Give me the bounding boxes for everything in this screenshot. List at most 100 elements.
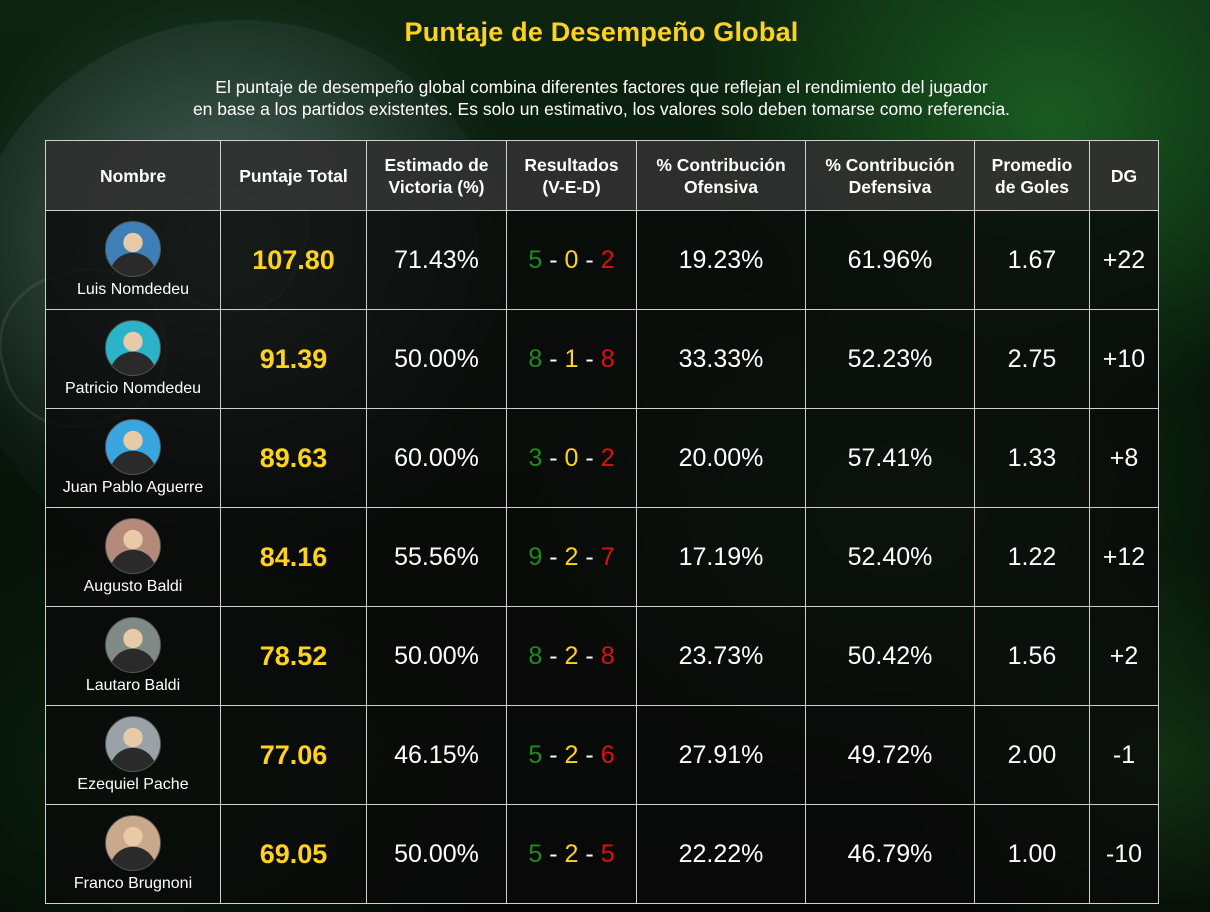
puntaje-total: 78.52: [220, 606, 367, 706]
resultados-separator: -: [585, 740, 594, 769]
contribucion-defensiva: 52.40%: [805, 507, 975, 607]
page-title: Puntaje de Desempeño Global: [404, 17, 799, 47]
header-contribucion-defensiva[interactable]: % Contribución Defensiva: [805, 140, 975, 211]
estimado-victoria: 46.15%: [366, 705, 507, 805]
performance-table: Nombre Puntaje Total Estimado de Victori…: [45, 140, 1159, 904]
diferencia-goles: +22: [1089, 210, 1159, 310]
table-row: Augusto Baldi 84.16 55.56% 9 - 2 - 7 17.…: [45, 507, 1159, 607]
description-line-1: El puntaje de desempeño global combina d…: [215, 77, 988, 97]
resultados-victorias: 5: [528, 740, 543, 769]
resultados-separator: -: [585, 641, 594, 670]
resultados: 5 - 2 - 5: [506, 804, 637, 904]
header-estimado-victoria[interactable]: Estimado de Victoria (%): [366, 140, 507, 211]
resultados-separator: -: [549, 740, 558, 769]
player-cell[interactable]: Lautaro Baldi: [45, 606, 221, 706]
player-name[interactable]: Luis Nomdedeu: [76, 281, 190, 298]
puntaje-total: 91.39: [220, 309, 367, 409]
contribucion-ofensiva: 27.91%: [636, 705, 806, 805]
resultados-victorias: 9: [528, 542, 543, 571]
player-cell[interactable]: Patricio Nomdedeu: [45, 309, 221, 409]
header-promedio-goles[interactable]: Promedio de Goles: [974, 140, 1090, 211]
player-cell[interactable]: Ezequiel Pache: [45, 705, 221, 805]
table-row: Juan Pablo Aguerre 89.63 60.00% 3 - 0 - …: [45, 408, 1159, 508]
player-name[interactable]: Franco Brugnoni: [73, 875, 193, 892]
header-contribucion-defensiva-l2: Defensiva: [848, 176, 932, 197]
promedio-goles: 1.56: [974, 606, 1090, 706]
player-avatar: [105, 221, 161, 277]
table-row: Franco Brugnoni 69.05 50.00% 5 - 2 - 5 2…: [45, 804, 1159, 904]
resultados: 9 - 2 - 7: [506, 507, 637, 607]
page-description: El puntaje de desempeño global combina d…: [0, 76, 1203, 120]
resultados-derrotas: 2: [600, 245, 615, 274]
player-cell[interactable]: Luis Nomdedeu: [45, 210, 221, 310]
table-row: Lautaro Baldi 78.52 50.00% 8 - 2 - 8 23.…: [45, 606, 1159, 706]
player-avatar: [105, 419, 161, 475]
player-avatar: [105, 518, 161, 574]
resultados: 8 - 2 - 8: [506, 606, 637, 706]
puntaje-total: 84.16: [220, 507, 367, 607]
estimado-victoria: 50.00%: [366, 606, 507, 706]
diferencia-goles: +12: [1089, 507, 1159, 607]
header-resultados-l2: (V-E-D): [542, 176, 601, 197]
diferencia-goles: +2: [1089, 606, 1159, 706]
resultados-victorias: 3: [528, 443, 543, 472]
resultados-victorias: 5: [528, 245, 543, 274]
header-contribucion-ofensiva[interactable]: % Contribución Ofensiva: [636, 140, 806, 211]
header-contribucion-defensiva-l1: % Contribución: [825, 154, 955, 175]
resultados-separator: -: [585, 344, 594, 373]
resultados-derrotas: 8: [600, 641, 615, 670]
diferencia-goles: -10: [1089, 804, 1159, 904]
player-name[interactable]: Ezequiel Pache: [77, 776, 189, 793]
player-name[interactable]: Lautaro Baldi: [85, 677, 181, 694]
resultados: 8 - 1 - 8: [506, 309, 637, 409]
header-contribucion-ofensiva-l1: % Contribución: [656, 154, 786, 175]
promedio-goles: 1.00: [974, 804, 1090, 904]
resultados-victorias: 8: [528, 344, 543, 373]
contribucion-defensiva: 61.96%: [805, 210, 975, 310]
resultados-derrotas: 6: [600, 740, 615, 769]
resultados-empates: 1: [564, 344, 579, 373]
header-dg[interactable]: DG: [1089, 140, 1159, 211]
resultados: 5 - 2 - 6: [506, 705, 637, 805]
player-avatar: [105, 617, 161, 673]
player-name[interactable]: Patricio Nomdedeu: [64, 380, 202, 397]
player-cell[interactable]: Franco Brugnoni: [45, 804, 221, 904]
table-row: Patricio Nomdedeu 91.39 50.00% 8 - 1 - 8…: [45, 309, 1159, 409]
resultados-separator: -: [549, 245, 558, 274]
header-promedio-goles-l1: Promedio: [991, 154, 1073, 175]
resultados-separator: -: [585, 245, 594, 274]
header-resultados-l1: Resultados: [524, 154, 619, 175]
resultados-derrotas: 7: [600, 542, 615, 571]
header-contribucion-ofensiva-l2: Ofensiva: [684, 176, 758, 197]
resultados-empates: 2: [564, 740, 579, 769]
resultados-separator: -: [585, 839, 594, 868]
resultados: 5 - 0 - 2: [506, 210, 637, 310]
contribucion-ofensiva: 20.00%: [636, 408, 806, 508]
header-puntaje-total[interactable]: Puntaje Total: [220, 140, 367, 211]
player-name[interactable]: Augusto Baldi: [83, 578, 183, 595]
estimado-victoria: 55.56%: [366, 507, 507, 607]
resultados-empates: 2: [564, 542, 579, 571]
contribucion-ofensiva: 17.19%: [636, 507, 806, 607]
promedio-goles: 1.22: [974, 507, 1090, 607]
table-body: Luis Nomdedeu 107.80 71.43% 5 - 0 - 2 19…: [45, 210, 1159, 904]
player-name[interactable]: Juan Pablo Aguerre: [62, 479, 204, 496]
puntaje-total: 69.05: [220, 804, 367, 904]
header-nombre[interactable]: Nombre: [45, 140, 221, 211]
player-cell[interactable]: Juan Pablo Aguerre: [45, 408, 221, 508]
diferencia-goles: +8: [1089, 408, 1159, 508]
header-promedio-goles-l2: de Goles: [995, 176, 1069, 197]
player-cell[interactable]: Augusto Baldi: [45, 507, 221, 607]
contribucion-defensiva: 57.41%: [805, 408, 975, 508]
resultados-separator: -: [585, 443, 594, 472]
description-line-2: en base a los partidos existentes. Es so…: [192, 99, 1011, 119]
header-resultados[interactable]: Resultados (V-E-D): [506, 140, 637, 211]
resultados-separator: -: [549, 542, 558, 571]
header-estimado-victoria-l1: Estimado de: [384, 154, 489, 175]
resultados-empates: 0: [564, 245, 579, 274]
resultados-separator: -: [585, 542, 594, 571]
resultados-separator: -: [549, 344, 558, 373]
contribucion-defensiva: 49.72%: [805, 705, 975, 805]
player-avatar: [105, 815, 161, 871]
resultados-derrotas: 2: [600, 443, 615, 472]
